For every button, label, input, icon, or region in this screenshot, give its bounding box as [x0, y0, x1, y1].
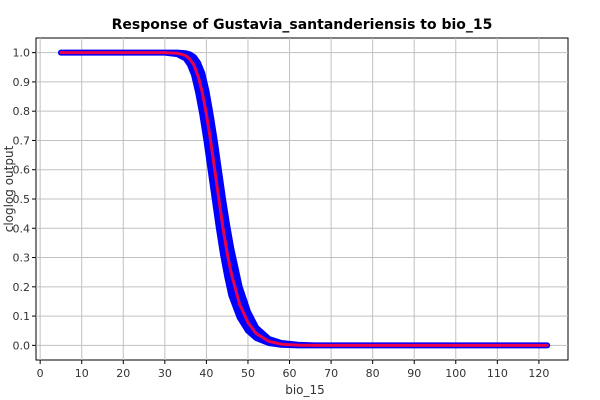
y-axis: 0.0 0.1 0.2 0.3 0.4 0.5 0.6 0.7 0.8 0.9 1.0: [13, 47, 36, 352]
x-tick-label: 100: [445, 367, 466, 380]
x-tick-label: 40: [199, 367, 213, 380]
x-tick-label: 0: [37, 367, 44, 380]
y-axis-title: cloglog output: [2, 145, 16, 232]
x-axis: 0 10 20 30 40 50 60 70 80 90 100 110 120: [37, 360, 549, 380]
grid-layer: [36, 38, 568, 360]
x-tick-label: 70: [324, 367, 338, 380]
y-tick-label: 0.5: [13, 193, 31, 206]
x-tick-label: 60: [283, 367, 297, 380]
x-tick-label: 30: [158, 367, 172, 380]
y-tick-label: 0.8: [13, 105, 31, 118]
x-tick-label: 120: [528, 367, 549, 380]
x-tick-label: 110: [487, 367, 508, 380]
y-tick-label: 0.0: [13, 339, 31, 352]
y-tick-label: 0.9: [13, 76, 31, 89]
x-tick-label: 10: [75, 367, 89, 380]
y-tick-label: 0.3: [13, 252, 31, 265]
y-tick-label: 0.6: [13, 164, 31, 177]
y-tick-label: 0.7: [13, 134, 31, 147]
mean-line-layer: [59, 51, 549, 347]
x-tick-label: 80: [366, 367, 380, 380]
x-tick-label: 20: [116, 367, 130, 380]
chart-title: Response of Gustavia_santanderiensis to …: [112, 17, 493, 33]
y-tick-label: 1.0: [13, 47, 31, 60]
y-tick-label: 0.1: [13, 310, 31, 323]
x-axis-title: bio_15: [285, 383, 325, 397]
y-tick-label: 0.2: [13, 281, 31, 294]
y-tick-label: 0.4: [13, 222, 31, 235]
mean-response-line: [59, 51, 549, 347]
x-tick-label: 50: [241, 367, 255, 380]
x-tick-label: 90: [407, 367, 421, 380]
